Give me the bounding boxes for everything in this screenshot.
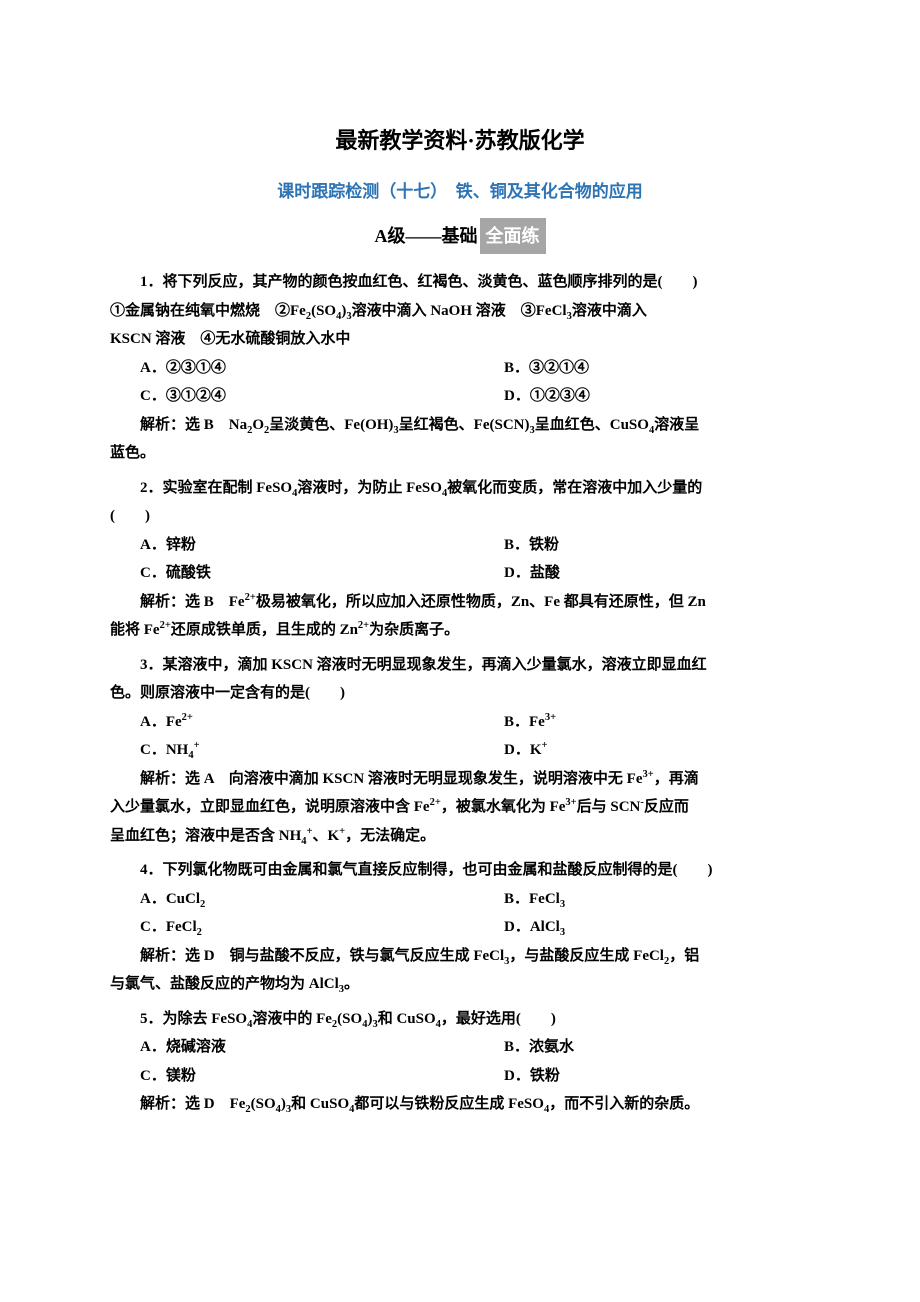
question-block: 4．下列氯化物既可由金属和氯气直接反应制得，也可由金属和盐酸反应制得的是( )A… <box>110 856 810 999</box>
option-left: C．NH4+ <box>110 736 474 765</box>
explanation: 解析：选 D 铜与盐酸不反应，铁与氯气反应生成 FeCl3，与盐酸反应生成 Fe… <box>110 942 810 971</box>
options-row: C．镁粉D．铁粉 <box>110 1062 810 1091</box>
option-right: B．③②①④ <box>474 354 810 383</box>
option-right: B．Fe3+ <box>474 708 810 737</box>
explanation: 与氯气、盐酸反应的产物均为 AlCl3。 <box>110 970 810 999</box>
question-block: 2．实验室在配制 FeSO4溶液时，为防止 FeSO4被氧化而变质，常在溶液中加… <box>110 474 810 645</box>
explanation: 蓝色。 <box>110 439 810 468</box>
options-row: C．NH4+D．K+ <box>110 736 810 765</box>
explanation: 解析：选 B Fe2+极易被氧化，所以应加入还原性物质，Zn、Fe 都具有还原性… <box>110 588 810 617</box>
option-left: C．FeCl2 <box>110 913 474 942</box>
option-right: B．铁粉 <box>474 531 810 560</box>
options-row: A．烧碱溶液B．浓氨水 <box>110 1033 810 1062</box>
explanation: 能将 Fe2+还原成铁单质，且生成的 Zn2+为杂质离子。 <box>110 616 810 645</box>
explanation: 解析：选 B Na2O2呈淡黄色、Fe(OH)3呈红褐色、Fe(SCN)3呈血红… <box>110 411 810 440</box>
option-left: C．③①②④ <box>110 382 474 411</box>
explanation: 入少量氯水，立即显血红色，说明原溶液中含 Fe2+，被氯水氧化为 Fe3+后与 … <box>110 793 810 822</box>
level-header: A级——基础全面练 <box>110 218 810 254</box>
options-row: A．锌粉B．铁粉 <box>110 531 810 560</box>
options-row: A．Fe2+B．Fe3+ <box>110 708 810 737</box>
level-dash: —— <box>406 226 442 246</box>
level-badge: 全面练 <box>480 218 546 254</box>
option-right: D．AlCl3 <box>474 913 810 942</box>
option-right: D．K+ <box>474 736 810 765</box>
question-stem: 1．将下列反应，其产物的颜色按血红色、红褐色、淡黄色、蓝色顺序排列的是( ) <box>110 268 810 297</box>
question-block: 3．某溶液中，滴加 KSCN 溶液时无明显现象发生，再滴入少量氯水，溶液立即显血… <box>110 651 810 851</box>
option-right: D．①②③④ <box>474 382 810 411</box>
options-row: C．③①②④D．①②③④ <box>110 382 810 411</box>
doc-title: 最新教学资料·苏教版化学 <box>110 120 810 162</box>
question-stem: 2．实验室在配制 FeSO4溶液时，为防止 FeSO4被氧化而变质，常在溶液中加… <box>110 474 810 503</box>
section-title: 课时跟踪检测（十七） 铁、铜及其化合物的应用 <box>110 176 810 208</box>
option-right: D．铁粉 <box>474 1062 810 1091</box>
question-stem: 4．下列氯化物既可由金属和氯气直接反应制得，也可由金属和盐酸反应制得的是( ) <box>110 856 810 885</box>
explanation: 呈血红色；溶液中是否含 NH4+、K+，无法确定。 <box>110 822 810 851</box>
option-right: B．浓氨水 <box>474 1033 810 1062</box>
question-stem-cont: ①金属钠在纯氧中燃烧 ②Fe2(SO4)3溶液中滴入 NaOH 溶液 ③FeCl… <box>110 297 810 326</box>
option-right: D．盐酸 <box>474 559 810 588</box>
question-stem: 5．为除去 FeSO4溶液中的 Fe2(SO4)3和 CuSO4，最好选用( ) <box>110 1005 810 1034</box>
question-block: 5．为除去 FeSO4溶液中的 Fe2(SO4)3和 CuSO4，最好选用( )… <box>110 1005 810 1119</box>
option-left: A．锌粉 <box>110 531 474 560</box>
question-block: 1．将下列反应，其产物的颜色按血红色、红褐色、淡黄色、蓝色顺序排列的是( )①金… <box>110 268 810 468</box>
question-stem: 3．某溶液中，滴加 KSCN 溶液时无明显现象发生，再滴入少量氯水，溶液立即显血… <box>110 651 810 680</box>
question-stem-cont: KSCN 溶液 ④无水硫酸铜放入水中 <box>110 325 810 354</box>
options-row: A．②③①④B．③②①④ <box>110 354 810 383</box>
questions-container: 1．将下列反应，其产物的颜色按血红色、红褐色、淡黄色、蓝色顺序排列的是( )①金… <box>110 268 810 1119</box>
option-left: C．镁粉 <box>110 1062 474 1091</box>
question-stem-cont: ( ) <box>110 502 810 531</box>
options-row: C．FeCl2D．AlCl3 <box>110 913 810 942</box>
question-stem-cont: 色。则原溶液中一定含有的是( ) <box>110 679 810 708</box>
options-row: A．CuCl2B．FeCl3 <box>110 885 810 914</box>
level-label: A级 <box>375 226 406 246</box>
options-row: C．硫酸铁D．盐酸 <box>110 559 810 588</box>
option-left: A．Fe2+ <box>110 708 474 737</box>
option-left: C．硫酸铁 <box>110 559 474 588</box>
option-right: B．FeCl3 <box>474 885 810 914</box>
option-left: A．CuCl2 <box>110 885 474 914</box>
option-left: A．②③①④ <box>110 354 474 383</box>
section-title-text: 课时跟踪检测（十七） 铁、铜及其化合物的应用 <box>277 182 643 201</box>
explanation: 解析：选 D Fe2(SO4)3和 CuSO4都可以与铁粉反应生成 FeSO4，… <box>110 1090 810 1119</box>
option-left: A．烧碱溶液 <box>110 1033 474 1062</box>
explanation: 解析：选 A 向溶液中滴加 KSCN 溶液时无明显现象发生，说明溶液中无 Fe3… <box>110 765 810 794</box>
level-text: 基础 <box>442 226 478 246</box>
